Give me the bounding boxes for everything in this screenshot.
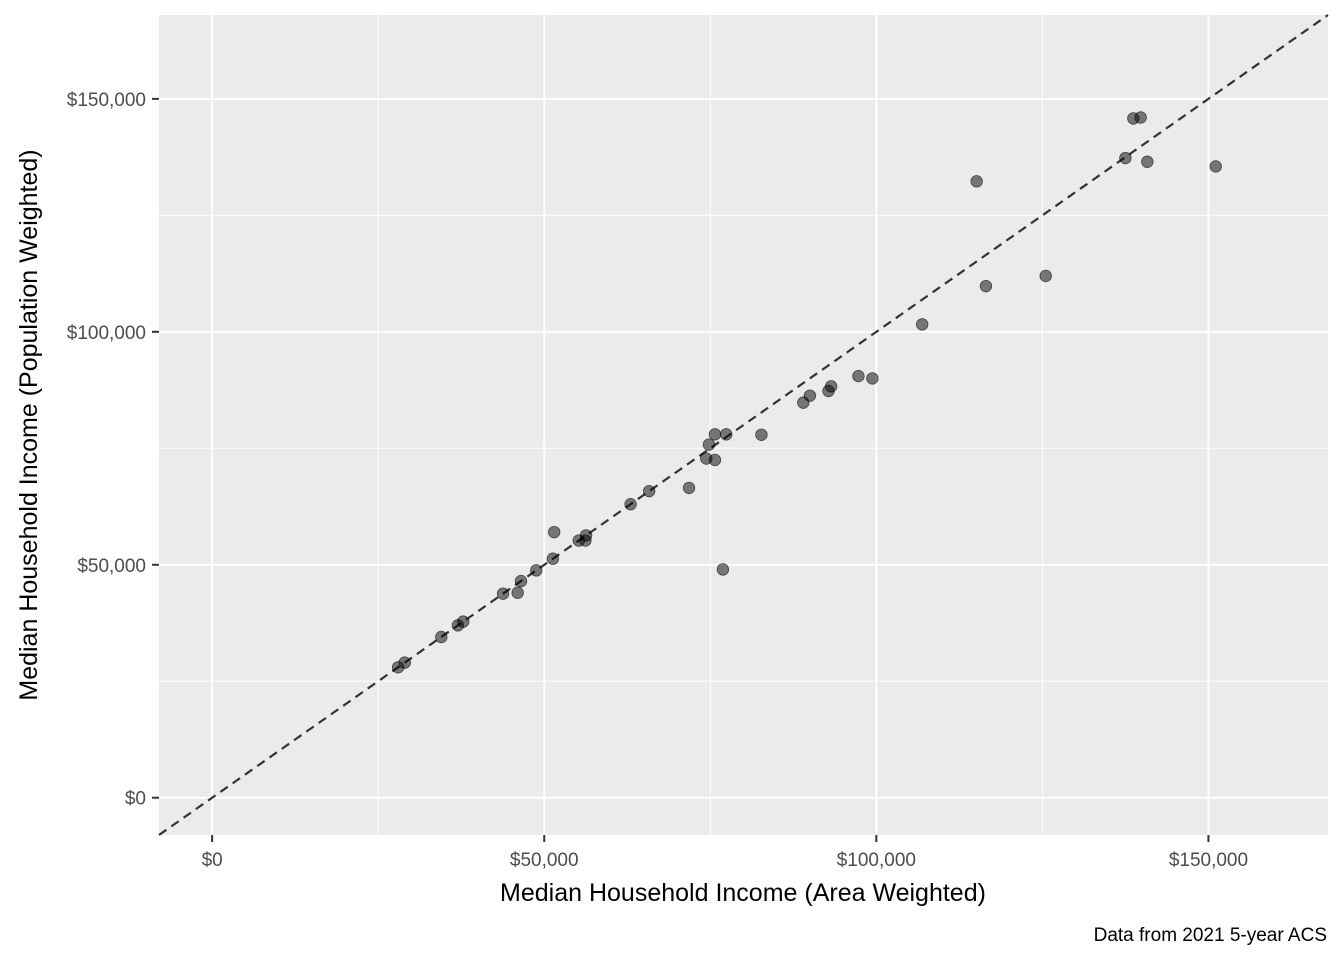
x-tick-label: $50,000: [510, 850, 579, 871]
data-point: [720, 428, 733, 441]
data-point: [852, 369, 865, 383]
data-point: [514, 574, 528, 588]
data-point: [708, 453, 722, 467]
data-point: [866, 372, 879, 385]
grid-major: [159, 15, 1328, 835]
y-axis-title: Median Household Income (Population Weig…: [15, 149, 43, 700]
data-point: [803, 389, 817, 402]
data-point: [579, 529, 593, 542]
y-tick-label: $150,000: [67, 90, 146, 111]
data-point: [1209, 160, 1222, 173]
x-tick-label: $150,000: [1169, 850, 1248, 871]
data-point: [624, 498, 637, 511]
data-point: [496, 587, 510, 600]
y-axis-ticks: $0 $50,000 $100,000 $150,000: [67, 90, 159, 810]
data-point: [1134, 111, 1147, 124]
data-point: [708, 428, 722, 441]
data-point: [511, 586, 524, 599]
data-point: [824, 380, 838, 393]
identity-reference-line: [158, 14, 1329, 836]
data-point: [702, 438, 716, 451]
data-point: [915, 318, 929, 331]
y-tick-label: $50,000: [77, 556, 146, 577]
y-tick-label: $100,000: [67, 323, 146, 344]
data-points: [391, 111, 1222, 674]
data-point: [457, 615, 470, 628]
data-point: [548, 525, 561, 539]
data-point: [755, 428, 768, 441]
x-tick-label: $0: [202, 850, 223, 871]
data-point: [716, 563, 730, 576]
data-point: [530, 564, 543, 577]
data-point: [682, 481, 696, 495]
data-point: [1039, 269, 1052, 283]
x-axis-title: Median Household Income (Area Weighted): [500, 879, 986, 907]
chart-caption: Data from 2021 5-year ACS: [1094, 925, 1327, 946]
data-point: [642, 484, 656, 498]
data-point: [1119, 151, 1132, 165]
data-point: [1141, 155, 1154, 168]
x-axis-ticks: $0 $50,000 $100,000 $150,000: [202, 835, 1248, 871]
data-point: [398, 656, 411, 669]
x-tick-label: $100,000: [837, 850, 916, 871]
y-tick-label: $0: [125, 789, 146, 810]
grid-minor: [159, 15, 1328, 835]
data-point: [546, 552, 560, 565]
data-point: [979, 279, 993, 293]
data-point: [970, 175, 983, 188]
data-point: [435, 630, 448, 644]
